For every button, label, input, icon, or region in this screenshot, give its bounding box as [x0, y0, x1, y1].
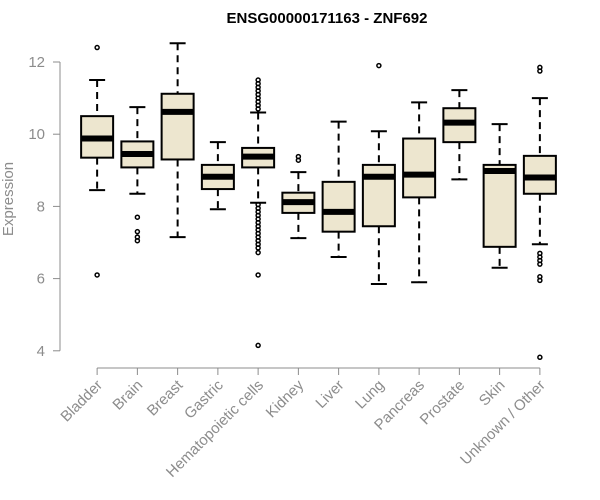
- outlier-point: [255, 249, 261, 256]
- box-hematopoietic-cells: [241, 77, 276, 349]
- box-breast: [160, 42, 195, 239]
- y-tick-label: 4: [37, 343, 45, 360]
- outlier-point: [537, 261, 543, 267]
- box-brain: [120, 106, 155, 244]
- y-tick-label: 6: [37, 271, 45, 288]
- x-tick-label: Skin: [476, 377, 509, 410]
- box-lung: [361, 62, 396, 286]
- box-prostate: [442, 89, 477, 181]
- outlier-point: [537, 68, 543, 74]
- iqr-box: [482, 163, 517, 248]
- outlier-point: [134, 228, 141, 235]
- x-tick-label: Liver: [312, 377, 347, 412]
- iqr-box: [321, 180, 356, 233]
- box-liver: [321, 120, 356, 258]
- box-unknown-other: [522, 64, 557, 361]
- outlier-point: [255, 106, 261, 112]
- box-gastric: [200, 141, 235, 211]
- outlier-point: [255, 272, 261, 278]
- outlier-point: [537, 277, 543, 284]
- x-tick-label: Breast: [144, 376, 187, 419]
- box-bladder: [80, 44, 115, 278]
- x-tick-label: Bladder: [57, 377, 106, 426]
- y-axis: 4 6 8 10 12: [28, 54, 61, 360]
- y-tick-label: 10: [28, 126, 45, 143]
- outlier-point: [537, 354, 543, 361]
- outlier-point: [134, 214, 141, 220]
- outlier-point: [255, 342, 261, 349]
- outlier-point: [295, 157, 302, 163]
- y-tick-label: 12: [28, 54, 45, 71]
- box-kidney: [281, 153, 316, 240]
- chart-title: ENSG00000171163 - ZNF692: [227, 10, 428, 27]
- x-tick-label: Prostate: [417, 377, 469, 429]
- outlier-point: [94, 272, 100, 278]
- y-axis-label: Expression: [0, 162, 17, 236]
- outlier-point: [94, 44, 100, 51]
- outlier-point: [255, 245, 261, 251]
- x-tick-label: Lung: [352, 377, 388, 413]
- outlier-point: [376, 62, 382, 69]
- x-tick-label: Brain: [109, 377, 146, 414]
- x-tick-label: Kidney: [263, 376, 308, 421]
- box-skin: [482, 123, 517, 269]
- boxes-group: [80, 42, 557, 361]
- iqr-box: [160, 92, 195, 161]
- outlier-point: [134, 237, 141, 244]
- box-pancreas: [402, 101, 437, 284]
- y-tick-label: 8: [37, 198, 45, 215]
- iqr-box: [402, 137, 437, 199]
